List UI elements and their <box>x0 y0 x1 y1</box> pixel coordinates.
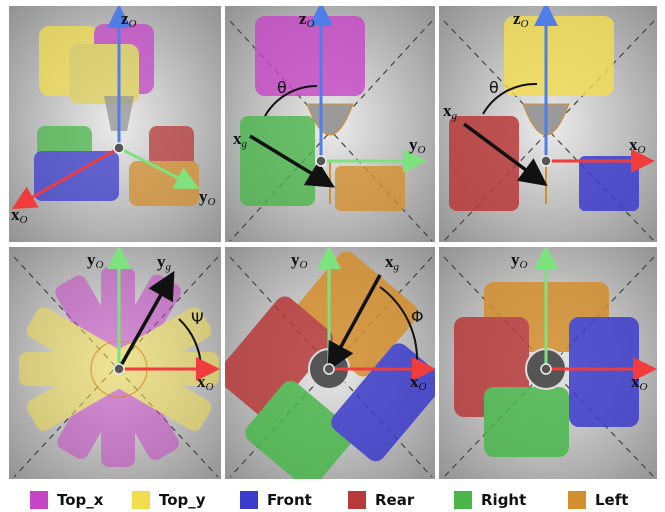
wine-glass <box>306 103 354 136</box>
top-y-gripper <box>504 16 614 96</box>
x-axis-arrow <box>11 146 120 209</box>
label-y-o: yO <box>87 250 104 271</box>
label-x-o: xO <box>410 372 427 393</box>
label-x-g: xg <box>443 101 457 122</box>
legend-swatch <box>132 491 150 509</box>
side-view-scene <box>225 6 435 242</box>
top-view-phi-scene <box>225 247 435 479</box>
angle-phi: Φ <box>411 307 424 326</box>
label-y-o: yO <box>511 250 528 271</box>
legend-swatch <box>454 491 472 509</box>
gripper-y-axis-arrow <box>117 270 175 370</box>
front-gripper <box>579 156 639 211</box>
label-y-o: yO <box>409 135 426 156</box>
theta-arc <box>482 82 538 115</box>
legend: Top_x Top_y Front Rear Right Left <box>0 487 665 512</box>
panel-isometric-view: zO xO yO <box>8 5 222 243</box>
legend-swatch <box>30 491 48 509</box>
angle-theta: θ <box>277 78 287 97</box>
angle-theta: θ <box>489 78 499 97</box>
label-x-g: xg <box>233 129 247 150</box>
panel-top-view-psi: yO yg xO Ψ <box>8 246 222 480</box>
label-x-o: xO <box>631 372 648 393</box>
angle-psi: Ψ <box>191 309 204 328</box>
rear-gripper <box>225 296 334 418</box>
gripper-x-axis-arrow <box>249 134 335 188</box>
theta-arc <box>264 84 318 117</box>
legend-swatch <box>348 491 366 509</box>
y-axis-arrow <box>118 146 200 189</box>
label-y-g: yg <box>157 252 171 273</box>
right-gripper <box>240 116 315 206</box>
top-view-psi-scene <box>9 247 221 479</box>
right-gripper <box>484 387 569 457</box>
panel-side-view-top-y: zO xO xg θ <box>438 5 658 243</box>
top-view-aligned-scene <box>439 247 657 479</box>
phi-arc <box>379 286 419 363</box>
rear-gripper <box>449 116 519 211</box>
front-gripper <box>34 151 119 201</box>
side-view-scene-2 <box>439 6 657 242</box>
panel-top-view-aligned: yO xO <box>438 246 658 480</box>
label-x-o: xO <box>11 205 28 226</box>
label-z-o: zO <box>513 9 529 30</box>
label-x-g: xg <box>385 252 399 273</box>
label-x-o: xO <box>197 372 214 393</box>
label-y-o: yO <box>199 187 216 208</box>
legend-swatch <box>568 491 586 509</box>
right-gripper <box>245 380 355 479</box>
front-gripper <box>569 317 639 427</box>
isometric-scene <box>9 6 221 242</box>
gripper-x-axis-arrow <box>462 122 548 187</box>
label-x-o: xO <box>629 135 646 156</box>
label-z-o: zO <box>121 9 137 30</box>
label-z-o: zO <box>299 9 315 30</box>
legend-swatch <box>240 491 258 509</box>
top-x-gripper <box>255 16 365 96</box>
panel-side-view-top-x: zO yO xg θ <box>224 5 436 243</box>
panel-top-view-phi: yO xg xO Φ <box>224 246 436 480</box>
left-gripper <box>335 166 405 211</box>
gripper-x-axis-arrow <box>327 274 382 372</box>
label-y-o: yO <box>291 250 308 271</box>
